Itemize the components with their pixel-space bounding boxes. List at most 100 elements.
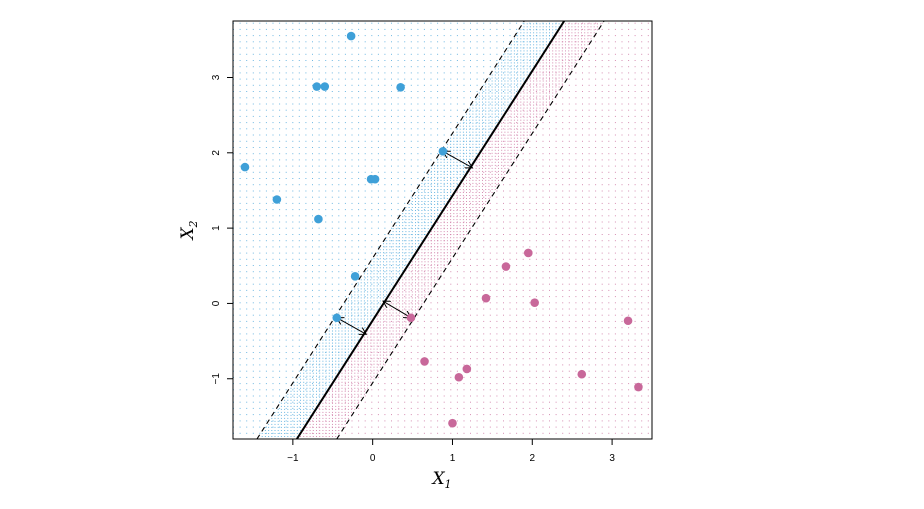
grid-dot bbox=[338, 209, 340, 211]
grid-dot bbox=[279, 320, 281, 322]
grid-dot bbox=[325, 190, 327, 192]
grid-dot bbox=[555, 122, 557, 124]
grid-dot bbox=[641, 265, 643, 266]
grid-dot bbox=[496, 147, 498, 148]
grid-dot bbox=[371, 202, 373, 204]
grid-dot bbox=[555, 401, 557, 403]
grid-dot bbox=[290, 436, 292, 437]
grid-dot bbox=[423, 196, 425, 198]
grid-dot bbox=[503, 370, 504, 372]
grid-dot bbox=[568, 53, 570, 55]
grid-dot bbox=[634, 376, 636, 378]
grid-dot bbox=[496, 109, 498, 111]
grid-dot bbox=[318, 401, 320, 403]
grid-dot bbox=[279, 190, 281, 192]
grid-dot bbox=[516, 134, 518, 136]
grid-dot bbox=[582, 91, 583, 92]
grid-dot bbox=[364, 265, 366, 266]
grid-dot bbox=[252, 376, 254, 378]
grid-dot bbox=[450, 401, 452, 403]
grid-dot bbox=[496, 128, 498, 130]
grid-dot bbox=[430, 78, 432, 80]
grid-dot bbox=[535, 352, 537, 353]
grid-dot bbox=[305, 109, 307, 111]
grid-dot bbox=[259, 115, 261, 117]
grid-dot bbox=[284, 417, 286, 419]
grid-dot bbox=[595, 339, 597, 341]
grid-dot bbox=[641, 22, 643, 24]
grid-dot bbox=[555, 414, 557, 416]
grid-dot bbox=[476, 302, 478, 304]
grid-dot bbox=[516, 333, 518, 335]
grid-dot bbox=[246, 84, 248, 86]
grid-dot bbox=[621, 407, 623, 409]
grid-dot bbox=[516, 109, 518, 111]
grid-dot bbox=[341, 330, 343, 332]
grid-dot bbox=[463, 97, 465, 99]
grid-dot bbox=[516, 178, 518, 179]
grid-dot bbox=[483, 240, 485, 242]
grid-dot bbox=[456, 97, 458, 99]
grid-dot bbox=[239, 35, 241, 37]
grid-dot bbox=[265, 271, 267, 273]
grid-dot bbox=[338, 333, 340, 335]
grid-dot bbox=[377, 159, 379, 161]
grid-dot bbox=[529, 60, 531, 61]
grid-dot bbox=[470, 215, 471, 217]
grid-dot bbox=[341, 393, 343, 395]
grid-dot bbox=[358, 184, 360, 186]
grid-dot bbox=[296, 414, 298, 416]
grid-dot bbox=[614, 227, 616, 229]
grid-dot bbox=[647, 352, 649, 353]
grid-dot bbox=[265, 66, 267, 68]
grid-dot bbox=[325, 387, 327, 389]
grid-dot bbox=[274, 423, 276, 425]
grid-dot bbox=[391, 283, 392, 285]
grid-dot bbox=[358, 283, 360, 285]
grid-dot bbox=[338, 283, 340, 285]
grid-dot bbox=[312, 41, 313, 43]
grid-dot bbox=[417, 190, 419, 192]
grid-dot bbox=[582, 407, 583, 409]
grid-dot bbox=[463, 265, 465, 266]
grid-dot bbox=[305, 320, 307, 322]
grid-dot bbox=[325, 390, 327, 392]
grid-dot bbox=[259, 395, 261, 397]
grid-dot bbox=[377, 47, 379, 49]
grid-dot bbox=[384, 134, 386, 136]
grid-dot bbox=[391, 147, 392, 148]
grid-dot bbox=[423, 345, 425, 347]
grid-dot bbox=[450, 190, 452, 192]
grid-dot bbox=[582, 202, 583, 204]
grid-dot bbox=[437, 302, 439, 304]
grid-dot bbox=[312, 140, 313, 142]
grid-dot bbox=[443, 414, 445, 416]
grid-dot bbox=[463, 78, 465, 80]
grid-dot bbox=[309, 357, 311, 359]
grid-dot bbox=[322, 408, 324, 410]
grid-dot bbox=[246, 209, 248, 211]
grid-dot bbox=[358, 364, 360, 366]
grid-dot bbox=[265, 383, 267, 385]
grid-dot bbox=[312, 366, 314, 368]
grid-dot bbox=[404, 314, 406, 316]
grid-dot bbox=[456, 53, 458, 55]
grid-dot bbox=[274, 414, 276, 416]
grid-dot bbox=[404, 333, 406, 335]
grid-dot bbox=[397, 420, 399, 422]
grid-dot bbox=[601, 215, 603, 217]
grid-dot bbox=[332, 345, 333, 347]
grid-dot bbox=[443, 128, 445, 130]
grid-dot bbox=[272, 184, 274, 186]
grid-dot bbox=[344, 360, 346, 362]
grid-dot bbox=[341, 408, 343, 410]
grid-dot bbox=[483, 234, 485, 235]
grid-dot bbox=[582, 289, 583, 291]
grid-dot bbox=[647, 401, 649, 403]
grid-dot bbox=[588, 47, 590, 49]
grid-dot bbox=[397, 128, 399, 130]
grid-dot bbox=[437, 271, 439, 273]
grid-dot bbox=[293, 384, 295, 386]
grid-dot bbox=[437, 190, 439, 192]
grid-dot bbox=[338, 433, 340, 434]
